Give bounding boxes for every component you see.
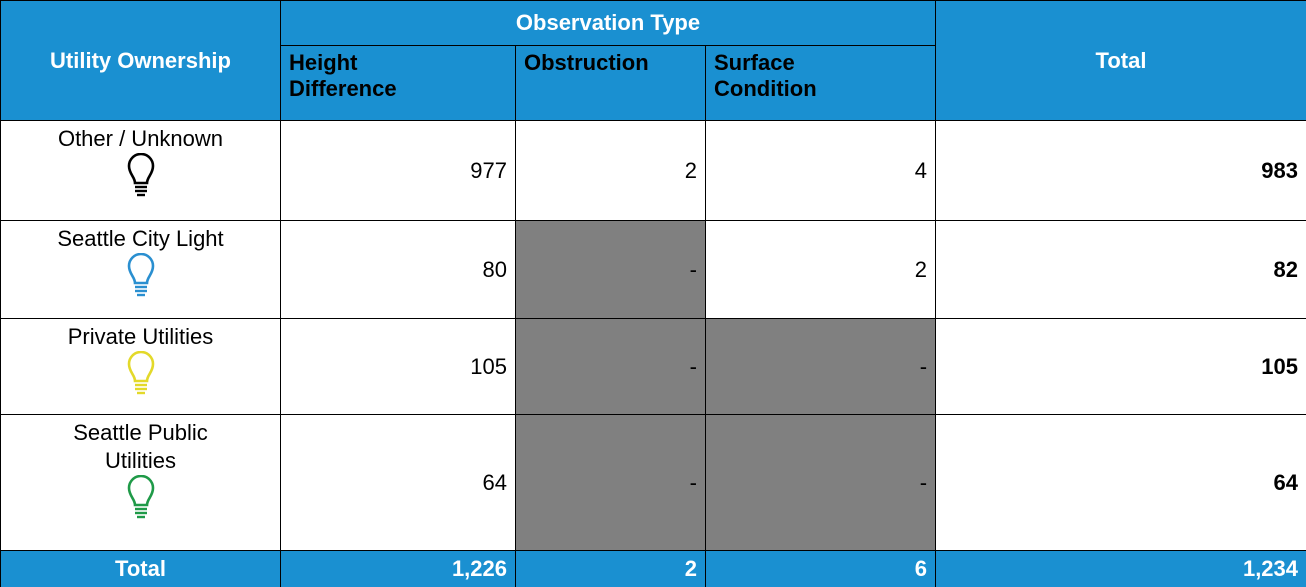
column-header: Surface Condition [704,45,937,121]
bulb-icon [9,474,272,529]
data-row: Other / Unknown 977 2 4 983 [0,120,1306,221]
data-row: Seattle City Light 80-2 82 [0,220,1306,319]
column-header: Height Difference [280,45,516,121]
bulb-icon [9,252,272,307]
column-header-text: Surface Condition [714,50,817,101]
value-cell: - [515,414,706,551]
bulb-svg [127,152,154,197]
value-cell: 64 [280,414,516,551]
data-row: Private Utilities 105- -105 [0,318,1306,415]
value-cell: 2 [515,120,706,221]
value-cell: - [515,318,706,415]
total-cell: 983 [935,120,1306,221]
bulb-svg [127,350,154,395]
total-cell: 105 [935,318,1306,415]
bulb-svg [127,474,154,519]
column-header: Obstruction [515,45,706,121]
footer-label: Total [0,550,281,587]
column-header-text: Obstruction [524,50,649,75]
row-label: Seattle Public Utilities [73,420,208,473]
row-label-cell: Private Utilities [0,318,281,415]
row-label: Private Utilities [67,324,214,349]
value-cell: 2 [704,220,937,319]
footer-value: 2 [515,550,706,587]
total-header: Total [935,0,1306,121]
total-cell: 64 [935,414,1306,551]
subheader-row: Height Difference Obstruction Surface Co… [1,45,1306,121]
row-label-cell: Other / Unknown [0,120,281,221]
footer-total: 1,234 [935,550,1306,587]
footer-row: Total 1,226 2 6 1,234 [0,550,1306,587]
value-cell: 80 [280,220,516,319]
row-label-header: Utility Ownership [0,0,281,121]
footer-value: 1,226 [280,550,516,587]
row-label-cell: Seattle Public Utilities [0,414,281,551]
value-cell: - [704,318,937,415]
header-row: Utility Ownership Observation Type Total [0,0,1306,121]
row-label-cell: Seattle City Light [0,220,281,319]
value-cell: - [515,220,706,319]
bulb-icon [9,350,272,405]
table-body: Other / Unknown 977 2 4 983 Seattle City Ligh… [0,120,1306,587]
value-cell: 4 [704,120,937,221]
bulb-svg [127,252,154,297]
bulb-icon [9,152,272,207]
group-header: Observation Type [279,0,937,46]
row-label: Seattle City Light [57,226,224,251]
column-header-text: Height Difference [289,50,397,101]
data-row: Seattle Public Utilities 64- -64 [0,414,1306,551]
value-cell: 977 [280,120,516,221]
footer-value: 6 [704,550,937,587]
total-cell: 82 [935,220,1306,319]
value-cell: - [704,414,937,551]
row-label: Other / Unknown [57,126,224,151]
value-cell: 105 [280,318,516,415]
